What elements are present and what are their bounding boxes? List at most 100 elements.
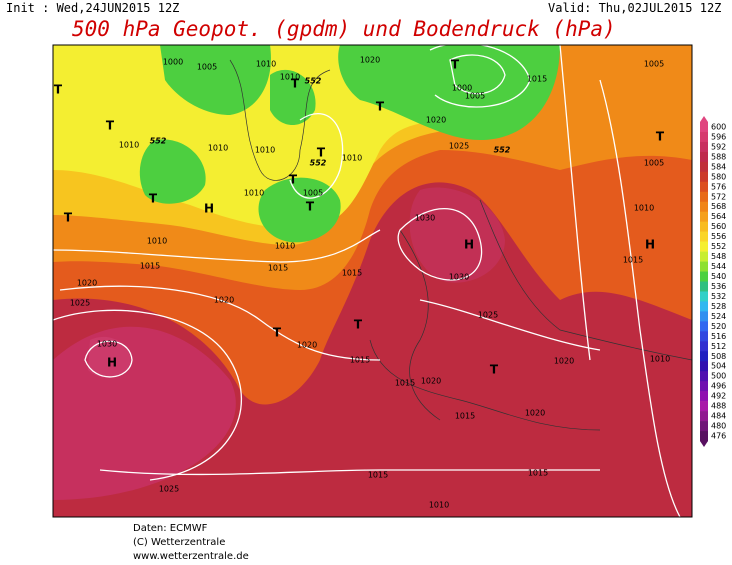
legend-label: 512 bbox=[711, 342, 726, 351]
isobar-label: 1030 bbox=[449, 273, 469, 282]
legend-label: 576 bbox=[711, 182, 726, 191]
isobar-label: 1020 bbox=[214, 296, 234, 305]
pressure-center: H bbox=[464, 238, 474, 252]
legend-swatch bbox=[700, 311, 708, 322]
isobar-label: 1025 bbox=[449, 142, 469, 151]
legend-swatch bbox=[700, 201, 708, 213]
pressure-center: H bbox=[645, 238, 655, 252]
isobar-label: 1005 bbox=[303, 189, 323, 198]
pressure-center: T bbox=[317, 146, 326, 160]
legend-swatch bbox=[700, 341, 708, 352]
legend-swatch bbox=[700, 231, 708, 242]
isobar-label: 1015 bbox=[140, 262, 160, 271]
legend-label: 532 bbox=[711, 292, 726, 301]
isobar-labels: 1000 1005 1010 1010 1020 1000 1005 1015 … bbox=[70, 56, 670, 510]
isobar-label: 1020 bbox=[421, 377, 441, 386]
isobar-label: 1010 bbox=[634, 204, 654, 213]
legend-swatch bbox=[700, 171, 708, 183]
isobar-label: 1020 bbox=[360, 56, 380, 65]
legend-swatch bbox=[700, 241, 708, 252]
legend-label: 516 bbox=[711, 332, 726, 341]
legend-label: 592 bbox=[711, 142, 726, 151]
legend-swatch bbox=[700, 161, 708, 173]
legend-swatch bbox=[700, 221, 708, 232]
isobar-label: 1015 bbox=[350, 356, 370, 365]
legend-label: 484 bbox=[711, 412, 726, 421]
pressure-center: T bbox=[289, 173, 298, 187]
legend-swatch bbox=[700, 321, 708, 332]
isobar-label: 1015 bbox=[623, 256, 643, 265]
pressure-center: T bbox=[656, 130, 665, 144]
height-label: 552 bbox=[494, 146, 511, 155]
height-label: 552 bbox=[150, 137, 167, 146]
legend-swatch bbox=[700, 431, 708, 442]
isobar-label: 1010 bbox=[255, 146, 275, 155]
legend-label: 580 bbox=[711, 172, 726, 181]
legend-label: 544 bbox=[711, 262, 726, 271]
legend-label: 548 bbox=[711, 252, 726, 261]
legend-label: 496 bbox=[711, 382, 726, 391]
legend-swatch bbox=[700, 361, 708, 372]
legend-swatch bbox=[700, 291, 708, 302]
pressure-center: T bbox=[354, 318, 363, 332]
isobar-label: 1020 bbox=[426, 116, 446, 125]
legend-arrow bbox=[700, 116, 708, 122]
isobar-label: 1020 bbox=[554, 357, 574, 366]
legend-label: 568 bbox=[711, 202, 726, 211]
pressure-center: T bbox=[451, 58, 460, 72]
legend-swatch bbox=[700, 131, 708, 143]
legend-swatch bbox=[700, 211, 708, 222]
color-legend: 6005965925885845805765725685645605565525… bbox=[700, 116, 726, 447]
legend-swatch bbox=[700, 411, 708, 422]
isobar-label: 1015 bbox=[368, 471, 388, 480]
isobar-label: 1030 bbox=[97, 340, 117, 349]
isobar-label: 1015 bbox=[395, 379, 415, 388]
data-source: Daten: ECMWF bbox=[133, 523, 208, 534]
legend-swatch bbox=[700, 421, 708, 432]
legend-swatch bbox=[700, 351, 708, 362]
isobar-label: 1010 bbox=[208, 144, 228, 153]
isobar-label: 1025 bbox=[159, 485, 179, 494]
isobar-label: 1010 bbox=[244, 189, 264, 198]
isobar-label: 1025 bbox=[70, 299, 90, 308]
legend-swatch bbox=[700, 251, 708, 262]
map-area: 1000 1005 1010 1010 1020 1000 1005 1015 … bbox=[53, 45, 692, 517]
legend-label: 508 bbox=[711, 352, 726, 361]
height-label: 552 bbox=[305, 77, 322, 86]
legend-label: 600 bbox=[711, 122, 726, 131]
legend-label: 504 bbox=[711, 362, 726, 371]
map-frame bbox=[52, 44, 693, 518]
legend-label: 560 bbox=[711, 222, 726, 231]
website: www.wetterzentrale.de bbox=[133, 551, 249, 562]
legend-label: 540 bbox=[711, 272, 726, 281]
isobar-label: 1010 bbox=[429, 501, 449, 510]
isobar-label: 1015 bbox=[268, 264, 288, 273]
legend-swatch bbox=[700, 122, 708, 133]
legend-label: 572 bbox=[711, 192, 726, 201]
pressure-center: T bbox=[149, 192, 158, 206]
legend-arrow bbox=[700, 441, 708, 447]
isobar-label: 1000 bbox=[452, 84, 472, 93]
isobar-label: 1020 bbox=[77, 279, 97, 288]
legend-label: 556 bbox=[711, 232, 726, 241]
pressure-center: T bbox=[376, 100, 385, 114]
pressure-center: T bbox=[306, 200, 315, 214]
isobar-label: 1020 bbox=[525, 409, 545, 418]
isobar-label: 1000 bbox=[163, 58, 183, 67]
legend-swatch bbox=[700, 391, 708, 402]
isobar-label: 1005 bbox=[197, 63, 217, 72]
pressure-center: T bbox=[106, 119, 115, 133]
init-time: Init : Wed,24JUN2015 12Z bbox=[6, 1, 179, 15]
legend-swatch bbox=[700, 371, 708, 382]
legend-label: 584 bbox=[711, 162, 726, 171]
legend-label: 476 bbox=[711, 432, 726, 441]
legend-swatch bbox=[700, 301, 708, 312]
legend-swatch bbox=[700, 281, 708, 292]
legend-swatch bbox=[700, 271, 708, 282]
isobar-label: 1025 bbox=[478, 311, 498, 320]
isobar-label: 1010 bbox=[275, 242, 295, 251]
isobar-label: 1020 bbox=[297, 341, 317, 350]
copyright: (C) Wetterzentrale bbox=[133, 537, 225, 548]
pressure-center: T bbox=[291, 77, 300, 91]
isobar-label: 1010 bbox=[119, 141, 139, 150]
